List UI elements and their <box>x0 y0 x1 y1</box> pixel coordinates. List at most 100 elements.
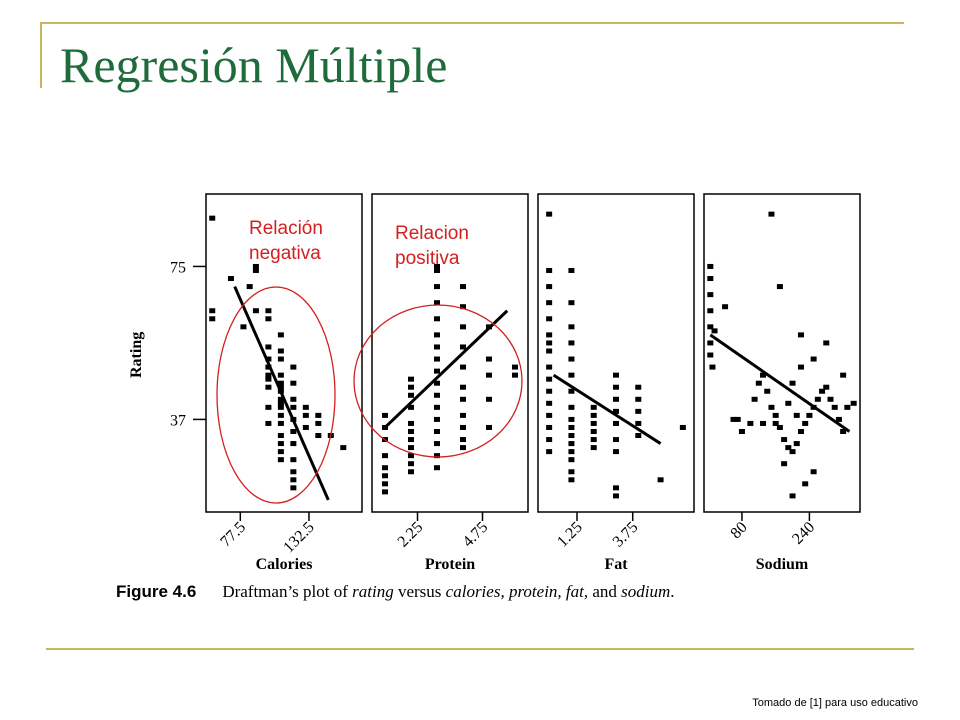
data-point <box>512 372 518 378</box>
data-point <box>546 316 553 322</box>
data-point <box>434 465 440 471</box>
data-point <box>823 384 830 390</box>
data-point <box>246 284 253 290</box>
data-point <box>546 300 553 306</box>
data-point <box>793 412 800 418</box>
data-point <box>797 364 804 370</box>
figure-caption: Figure 4.6 Draftman’s plot of rating vers… <box>116 582 675 602</box>
data-point <box>734 416 741 422</box>
data-point <box>827 396 834 402</box>
data-point <box>546 284 553 290</box>
trend-line <box>552 373 662 445</box>
data-point <box>568 457 575 463</box>
data-point <box>290 380 297 386</box>
data-point <box>434 344 440 350</box>
caption-part: sodium <box>621 582 671 601</box>
data-point <box>711 328 718 334</box>
data-point <box>613 449 619 455</box>
data-point <box>434 428 440 434</box>
data-point <box>781 461 788 467</box>
data-point <box>265 420 272 426</box>
y-axis-label: Rating <box>128 332 145 378</box>
data-point <box>302 412 309 418</box>
data-point <box>408 445 414 451</box>
data-point <box>772 420 779 426</box>
data-point <box>810 469 817 475</box>
data-point <box>546 400 553 406</box>
x-tick-label: 240 <box>789 519 818 548</box>
panel-frame-sodium <box>703 193 861 513</box>
data-point <box>265 344 272 350</box>
x-tick-label: 4.75 <box>460 519 492 551</box>
positive-annotation-line-2: positiva <box>395 248 460 269</box>
data-point <box>568 300 575 306</box>
caption-part: Draftman’s plot of <box>222 582 353 601</box>
panel-frame-fat <box>537 193 695 513</box>
data-point <box>434 316 440 322</box>
data-point <box>408 428 414 434</box>
data-point <box>764 388 771 394</box>
data-point <box>635 396 642 402</box>
data-point <box>568 449 575 455</box>
x-tick-label: 132.5 <box>280 519 317 556</box>
data-point <box>486 372 492 378</box>
data-point <box>277 404 284 410</box>
data-point <box>290 477 297 483</box>
data-point <box>747 420 754 426</box>
data-point <box>760 372 767 378</box>
data-point <box>277 348 284 354</box>
data-point <box>315 420 322 426</box>
data-point <box>613 396 619 402</box>
data-point <box>434 284 440 290</box>
data-point <box>755 380 762 386</box>
data-point <box>568 388 575 394</box>
data-point <box>315 412 322 418</box>
data-point <box>819 388 826 394</box>
caption-part: and <box>588 582 622 601</box>
data-point <box>590 412 597 418</box>
data-point <box>590 420 597 426</box>
data-point <box>810 356 817 362</box>
data-point <box>785 400 792 406</box>
bottom-decorative-rule <box>46 648 914 650</box>
data-point <box>844 404 851 410</box>
data-point <box>209 308 216 314</box>
data-point <box>707 276 714 282</box>
data-point <box>408 469 414 475</box>
trend-line <box>383 309 509 429</box>
data-point <box>460 396 466 402</box>
data-point <box>707 324 714 330</box>
positive-annotation-line-1: Relacion <box>395 223 469 244</box>
data-point <box>512 364 518 370</box>
data-point <box>277 356 284 362</box>
data-point <box>613 384 619 390</box>
data-point <box>277 380 284 386</box>
data-point <box>277 400 284 406</box>
data-point <box>568 469 575 475</box>
data-point <box>486 356 492 362</box>
data-point <box>635 384 642 390</box>
data-point <box>707 352 714 358</box>
data-point <box>679 424 686 430</box>
data-point <box>840 428 847 434</box>
data-point <box>546 340 553 346</box>
data-point <box>831 404 838 410</box>
x-tick-label: 77.5 <box>217 519 249 551</box>
data-point <box>797 332 804 338</box>
positive-relation-circle <box>353 304 523 458</box>
data-point <box>776 424 783 430</box>
data-point <box>277 412 284 418</box>
data-point <box>209 316 216 322</box>
data-point <box>265 404 272 410</box>
x-tick-label: 80 <box>727 519 750 542</box>
data-point <box>568 267 575 273</box>
data-point <box>707 340 714 346</box>
data-point <box>546 364 553 370</box>
data-point <box>806 412 813 418</box>
data-point <box>657 477 664 483</box>
data-point <box>290 396 297 402</box>
data-point <box>789 449 796 455</box>
data-point <box>635 433 642 439</box>
data-point <box>290 457 297 463</box>
